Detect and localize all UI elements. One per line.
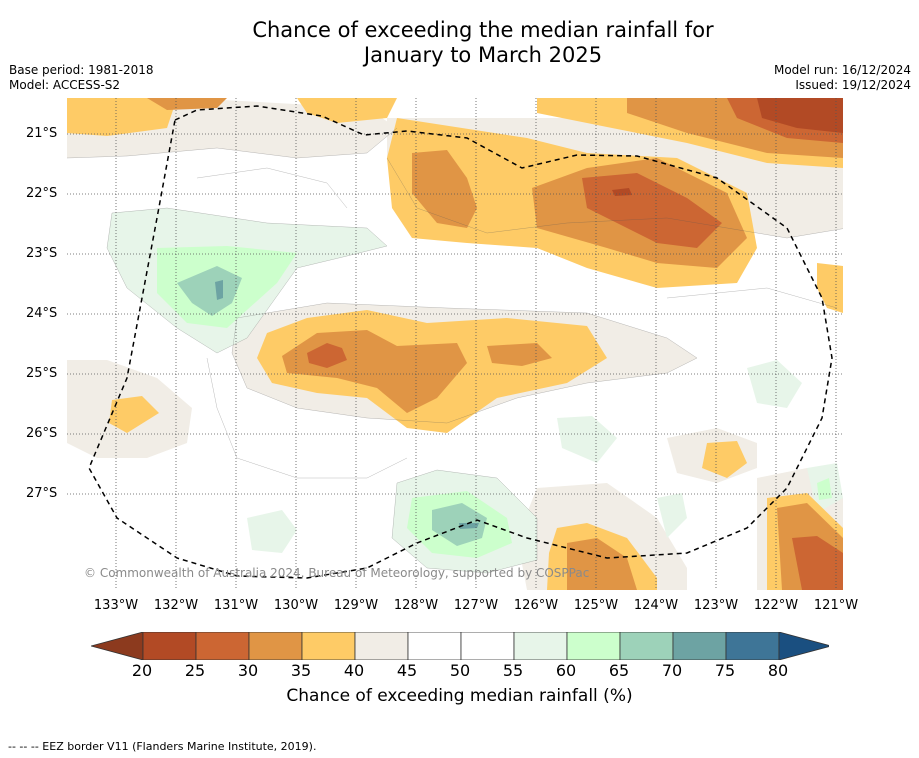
eez-legend: -- -- -- EEZ border V11 (Flanders Marine…	[8, 740, 317, 753]
colorbar-swatch	[195, 632, 250, 660]
lat-label: 25°S	[26, 366, 58, 381]
colorbar-label: Chance of exceeding median rainfall (%)	[286, 686, 633, 706]
colorbar-extend-low	[91, 632, 144, 660]
title-line-2: January to March 2025	[363, 43, 603, 67]
meta-left: Base period: 1981-2018 Model: ACCESS-S2	[9, 63, 154, 93]
lat-label: 27°S	[26, 486, 58, 501]
meta-right: Model run: 16/12/2024 Issued: 19/12/2024	[774, 63, 911, 93]
colorbar-swatch	[513, 632, 568, 660]
colorbar-swatch	[248, 632, 303, 660]
colorbar	[91, 632, 829, 660]
rainfall-map	[67, 98, 843, 590]
lon-label: 127°W	[453, 598, 499, 613]
colorbar-tick: 30	[237, 661, 259, 680]
lon-label: 121°W	[813, 598, 859, 613]
colorbar-tick: 40	[343, 661, 365, 680]
lat-label: 23°S	[26, 246, 58, 261]
band-65-70	[177, 266, 487, 546]
colorbar-swatch	[619, 632, 674, 660]
lon-label: 132°W	[153, 598, 199, 613]
grid-lines	[67, 98, 843, 590]
colorbar-tick: 60	[555, 661, 577, 680]
model-name: Model: ACCESS-S2	[9, 78, 121, 92]
colorbar-swatch	[301, 632, 356, 660]
lon-label: 122°W	[753, 598, 799, 613]
contour-lines	[67, 127, 843, 574]
colorbar-swatch	[566, 632, 621, 660]
lon-label: 125°W	[573, 598, 619, 613]
colorbar-swatch	[142, 632, 197, 660]
lon-label: 128°W	[393, 598, 439, 613]
lon-label: 133°W	[93, 598, 139, 613]
colorbar-swatch	[672, 632, 727, 660]
colorbar-tick: 75	[714, 661, 736, 680]
colorbar-tick: 25	[184, 661, 206, 680]
map-title: Chance of exceeding the median rainfall …	[0, 18, 919, 68]
issued-date: Issued: 19/12/2024	[795, 78, 911, 92]
band-70-75	[215, 280, 479, 529]
model-run: Model run: 16/12/2024	[773, 63, 911, 77]
copyright-notice: © Commonwealth of Australia 2024, Bureau…	[84, 566, 590, 580]
colorbar-tick: 35	[290, 661, 312, 680]
colorbar-swatch	[407, 632, 462, 660]
eez-border	[88, 105, 833, 579]
colorbar-tick: 70	[661, 661, 683, 680]
lat-label: 26°S	[26, 426, 58, 441]
lon-label: 129°W	[333, 598, 379, 613]
lon-label: 131°W	[213, 598, 259, 613]
colorbar-swatch	[725, 632, 780, 660]
colorbar-swatch	[354, 632, 409, 660]
title-line-1: Chance of exceeding the median rainfall …	[252, 18, 714, 42]
colorbar-swatch	[460, 632, 515, 660]
lon-label: 123°W	[693, 598, 739, 613]
colorbar-tick: 65	[608, 661, 630, 680]
lat-label: 24°S	[26, 306, 58, 321]
colorbar-tick: 50	[449, 661, 471, 680]
colorbar-tick: 80	[767, 661, 789, 680]
base-period: Base period: 1981-2018	[9, 63, 154, 77]
colorbar-tick: 55	[502, 661, 524, 680]
lat-label: 21°S	[26, 126, 58, 141]
colorbar-tick: 20	[131, 661, 153, 680]
colorbar-extend-high	[778, 632, 829, 660]
lon-label: 124°W	[633, 598, 679, 613]
lat-label: 22°S	[26, 186, 58, 201]
lon-label: 130°W	[273, 598, 319, 613]
band-20-25	[612, 98, 843, 196]
map-panel	[67, 98, 843, 590]
lon-label: 126°W	[513, 598, 559, 613]
colorbar-tick: 45	[396, 661, 418, 680]
